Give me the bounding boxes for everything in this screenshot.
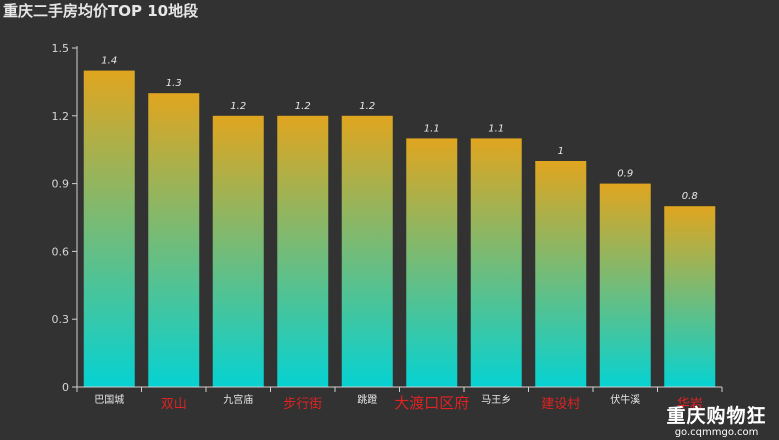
bar-data-label: 1.2 — [230, 101, 246, 112]
bar-data-label: 1 — [558, 146, 564, 157]
y-tick-label: 0.6 — [52, 245, 70, 258]
bar-data-label: 1.4 — [101, 56, 117, 67]
x-tick-label: 九宫庙 — [223, 393, 253, 406]
x-tick-label: 大渡口区府 — [394, 394, 469, 412]
y-tick-label: 1.5 — [52, 42, 70, 55]
bar — [83, 70, 135, 387]
bar — [535, 161, 587, 387]
x-tick-label: 华岩 — [677, 397, 703, 412]
data-labels: 1.4 1.3 1.2 1.2 1.2 1.1 1.1 1 0.9 0.8 — [101, 56, 697, 203]
bar-data-label: 1.3 — [166, 78, 182, 89]
x-tick-label: 跳蹬 — [357, 393, 377, 406]
bar — [406, 138, 458, 387]
x-tick-label: 步行街 — [283, 397, 322, 412]
bar-data-label: 1.1 — [488, 123, 504, 134]
chart-title: 重庆二手房均价TOP 10地段 — [3, 2, 199, 20]
bar — [148, 93, 200, 387]
watermark-logo: 重庆购物狂 go.cqmmgo.com — [654, 405, 779, 438]
bar-data-label: 1.2 — [359, 101, 375, 112]
x-tick-label: 伏牛溪 — [610, 393, 640, 406]
x-tick-label: 建设村 — [541, 397, 580, 412]
bar-data-label: 0.8 — [682, 191, 698, 202]
y-tick-label: 1.2 — [52, 110, 70, 123]
bar — [212, 115, 264, 388]
bars — [83, 70, 716, 388]
x-axis: 巴国城 双山 九宫庙 步行街 跳蹬 大渡口区府 马王乡 建设村 伏牛溪 华岩 — [76, 386, 723, 412]
bar — [664, 206, 716, 387]
bar — [470, 138, 522, 387]
x-tick-label: 双山 — [161, 397, 187, 412]
y-tick-label: 0.3 — [52, 313, 70, 326]
bar — [277, 115, 329, 388]
bar-data-label: 1.1 — [424, 123, 440, 134]
bar-data-label: 0.9 — [617, 169, 633, 180]
watermark-url-text: go.cqmmgo.com — [674, 427, 759, 438]
x-tick-label: 马王乡 — [481, 394, 511, 406]
y-tick-label: 0 — [62, 381, 69, 394]
y-axis: 0 0.3 0.6 0.9 1.2 1.5 — [52, 42, 78, 394]
watermark-main-text: 重庆购物狂 — [666, 405, 767, 427]
x-tick-label: 巴国城 — [94, 394, 124, 406]
bar-data-label: 1.2 — [295, 101, 311, 112]
bar — [599, 183, 651, 387]
bar — [341, 115, 393, 388]
y-tick-label: 0.9 — [52, 178, 70, 191]
